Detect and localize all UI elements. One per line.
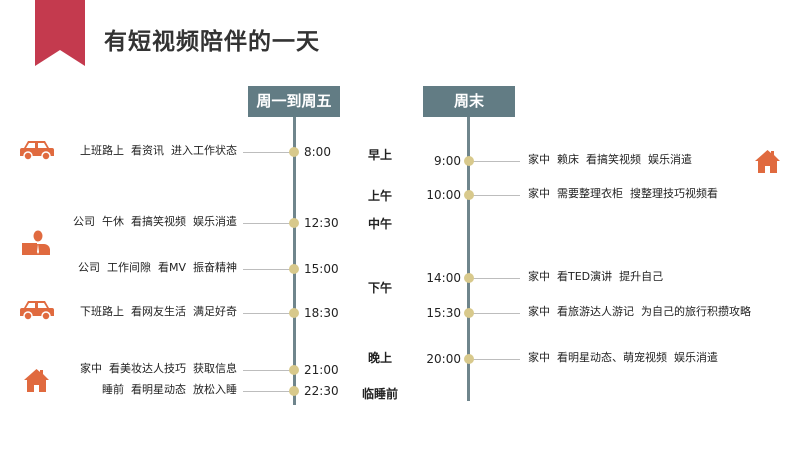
- item-time: 20:00: [426, 352, 461, 366]
- connector-line: [243, 313, 294, 314]
- item-text: 下班路上 看网友生活 满足好奇: [80, 305, 237, 318]
- item-text: 家中 看美妆达人技巧 获取信息: [80, 362, 237, 375]
- item-time: 21:00: [304, 363, 339, 377]
- connector-line: [468, 195, 520, 196]
- timeline-dot: [289, 218, 299, 228]
- car-icon: [20, 301, 54, 321]
- timeline-dot: [289, 264, 299, 274]
- car-icon: [20, 141, 54, 161]
- timeline-dot: [289, 365, 299, 375]
- item-time: 18:30: [304, 306, 339, 320]
- period-label: 临睡前: [361, 387, 398, 401]
- timeline-dot: [464, 308, 474, 318]
- connector-line: [468, 313, 520, 314]
- item-time: 12:30: [304, 216, 339, 230]
- period-label: 晚上: [367, 351, 392, 365]
- house-icon: [24, 369, 49, 392]
- item-time: 9:00: [434, 154, 461, 168]
- weekday-header: 周一到周五: [248, 86, 340, 117]
- timeline-dot: [464, 156, 474, 166]
- connector-line: [243, 223, 294, 224]
- item-text: 睡前 看明星动态 放松入睡: [102, 383, 237, 396]
- item-text: 家中 看明星动态、萌宠视频 娱乐消遣: [528, 351, 718, 364]
- item-text: 公司 午休 看搞笑视频 娱乐消遣: [73, 215, 237, 228]
- weekend-header: 周末: [423, 86, 515, 117]
- connector-line: [243, 370, 294, 371]
- period-label: 早上: [367, 148, 392, 162]
- office-worker-icon: [22, 230, 50, 255]
- weekday-axis: [293, 117, 296, 405]
- connector-line: [243, 391, 294, 392]
- page-title: 有短视频陪伴的一天: [104, 29, 320, 55]
- item-time: 10:00: [426, 188, 461, 202]
- connector-line: [468, 278, 520, 279]
- period-label: 中午: [367, 217, 392, 231]
- timeline-dot: [464, 354, 474, 364]
- timeline-dot: [289, 147, 299, 157]
- item-text: 公司 工作间隙 看MV 振奋精神: [78, 261, 237, 274]
- item-text: 家中 赖床 看搞笑视频 娱乐消遣: [528, 153, 692, 166]
- house-icon: [755, 150, 780, 173]
- timeline-dot: [464, 190, 474, 200]
- timeline-dot: [464, 273, 474, 283]
- weekend-axis: [467, 117, 470, 401]
- timeline-dot: [289, 386, 299, 396]
- item-time: 15:30: [426, 306, 461, 320]
- item-text: 家中 看旅游达人游记 为自己的旅行积攒攻略: [528, 305, 751, 318]
- item-time: 15:00: [304, 262, 339, 276]
- connector-line: [468, 359, 520, 360]
- item-time: 14:00: [426, 271, 461, 285]
- connector-line: [243, 152, 294, 153]
- period-label: 上午: [367, 189, 392, 203]
- connector-line: [468, 161, 520, 162]
- bookmark-ribbon: [35, 0, 85, 66]
- item-text: 上班路上 看资讯 进入工作状态: [80, 144, 237, 157]
- item-text: 家中 需要整理衣柜 搜整理技巧视频看: [528, 187, 718, 200]
- item-text: 家中 看TED演讲 提升自己: [528, 270, 664, 283]
- period-label: 下午: [367, 281, 392, 295]
- item-time: 22:30: [304, 384, 339, 398]
- connector-line: [243, 269, 294, 270]
- timeline-dot: [289, 308, 299, 318]
- item-time: 8:00: [304, 145, 331, 159]
